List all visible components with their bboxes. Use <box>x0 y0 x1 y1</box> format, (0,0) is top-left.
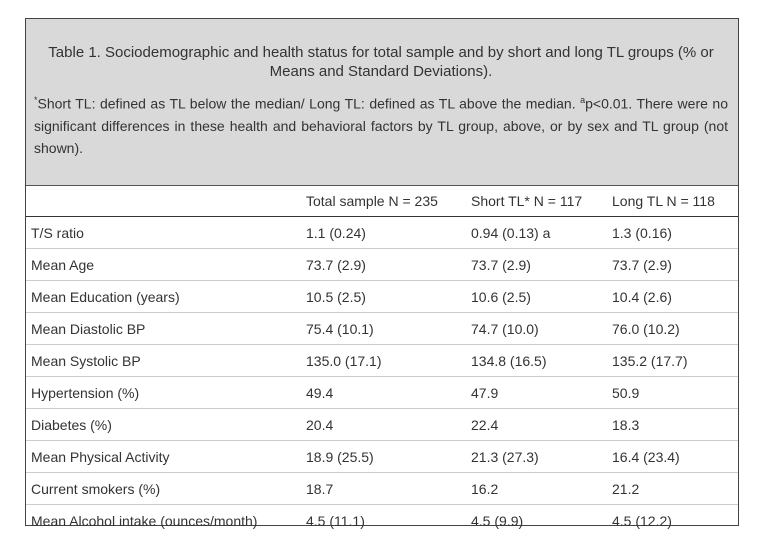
cell: 49.4 <box>301 376 466 409</box>
table-title: Table 1. Sociodemographic and health sta… <box>48 44 714 80</box>
table-row: Current smokers (%) 18.7 16.2 21.2 <box>26 472 738 505</box>
table-row: Mean Physical Activity 18.9 (25.5) 21.3 (2… <box>26 440 738 473</box>
cell: 1.3 (0.16) <box>607 216 738 249</box>
header-cell <box>26 186 301 217</box>
cell: 10.4 (2.6) <box>607 280 738 313</box>
table-row: Mean Age 73.7 (2.9) 73.7 (2.9) 73.7 (2.9) <box>26 248 738 281</box>
cell: 134.8 (16.5) <box>466 344 607 377</box>
table-row: Mean Alcohol intake (ounces/month) 4.5 (1… <box>26 505 738 537</box>
note-mark: * <box>34 95 38 105</box>
data-table: Total sample N = 235 Short TL* N = 117 Lon… <box>26 186 738 536</box>
cell: 50.9 <box>607 376 738 409</box>
note-text: p<0.01. There were no significant differ… <box>34 95 728 156</box>
row-label: Mean Diastolic BP <box>26 312 301 345</box>
table-row: Hypertension (%) 49.4 47.9 50.9 <box>26 376 738 409</box>
cell: 21.3 (27.3) <box>466 440 607 473</box>
cell: 73.7 (2.9) <box>466 248 607 281</box>
cell: 18.9 (25.5) <box>301 440 466 473</box>
table-note: *Short TL: defined as TL below the media… <box>34 89 728 159</box>
cell: 10.5 (2.5) <box>301 280 466 313</box>
row-label: Hypertension (%) <box>26 376 301 409</box>
cell: 47.9 <box>466 376 607 409</box>
row-label: Mean Age <box>26 248 301 281</box>
row-label: Mean Education (years) <box>26 280 301 313</box>
header-cell: Total sample N = 235 <box>301 186 466 217</box>
cell: 16.4 (23.4) <box>607 440 738 473</box>
cell: 135.2 (17.7) <box>607 344 738 377</box>
row-label: Diabetes (%) <box>26 408 301 441</box>
note-text: Short TL: defined as TL below the median… <box>37 95 581 112</box>
cell: 76.0 (10.2) <box>607 312 738 345</box>
cell: 135.0 (17.1) <box>301 344 466 377</box>
table-row: Mean Diastolic BP 75.4 (10.1) 74.7 (10.0) 7… <box>26 312 738 345</box>
header-cell: Long TL N = 118 <box>607 186 738 217</box>
cell: 74.7 (10.0) <box>466 312 607 345</box>
cell: 73.7 (2.9) <box>301 248 466 281</box>
header-cell: Short TL* N = 117 <box>466 186 607 217</box>
cell: 18.7 <box>301 472 466 505</box>
cell: 22.4 <box>466 408 607 441</box>
cell: 75.4 (10.1) <box>301 312 466 345</box>
cell: 0.94 (0.13) a <box>466 216 607 249</box>
table-row: Mean Education (years) 10.5 (2.5) 10.6 (2.… <box>26 280 738 313</box>
table-header: Table 1. Sociodemographic and health sta… <box>26 19 738 186</box>
cell: 21.2 <box>607 472 738 505</box>
note-mark: a <box>580 95 586 105</box>
table-frame: Table 1. Sociodemographic and health sta… <box>25 18 739 529</box>
cell: 16.2 <box>466 472 607 505</box>
table-row: T/S ratio 1.1 (0.24) 0.94 (0.13) a 1.3 (0.1… <box>26 216 738 249</box>
table-row: Diabetes (%) 20.4 22.4 18.3 <box>26 408 738 441</box>
cell: 18.3 <box>607 408 738 441</box>
cell: 20.4 <box>301 408 466 441</box>
row-label: Mean Alcohol intake (ounces/month) <box>31 512 258 529</box>
row-label: Mean Physical Activity <box>26 440 301 473</box>
table-row: Mean Systolic BP 135.0 (17.1) 134.8 (16.5)… <box>26 344 738 377</box>
cell: 10.6 (2.5) <box>466 280 607 313</box>
cell: 4.5 (9.9) <box>471 512 524 529</box>
row-label: Mean Systolic BP <box>26 344 301 377</box>
row-label: Current smokers (%) <box>26 472 301 505</box>
row-label: T/S ratio <box>26 216 301 249</box>
cell: 4.5 (12.2) <box>612 512 672 529</box>
cell: 1.1 (0.24) <box>301 216 466 249</box>
header-row: Total sample N = 235 Short TL* N = 117 Lon… <box>26 186 738 217</box>
cell: 4.5 (11.1) <box>306 512 365 529</box>
cell: 73.7 (2.9) <box>607 248 738 281</box>
